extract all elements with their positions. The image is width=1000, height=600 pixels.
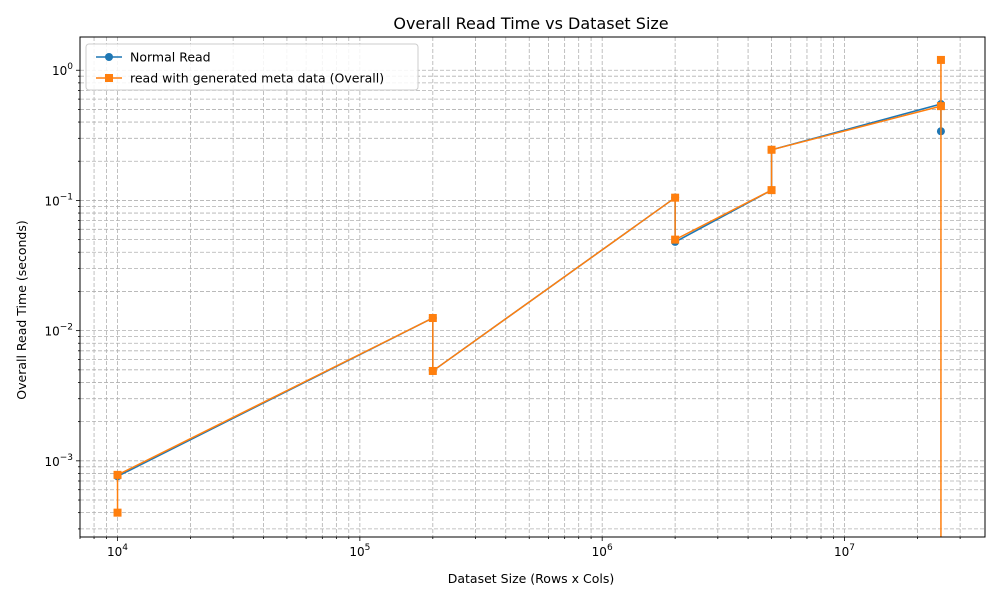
data-point (671, 193, 680, 202)
data-point (936, 55, 945, 64)
data-point (113, 508, 122, 517)
x-tick-label: 105 (349, 543, 370, 559)
data-point (936, 102, 945, 111)
plot-frame (79, 36, 986, 538)
data-point (428, 314, 437, 323)
ticks: 104 105 106 107 10−3 10−2 10−1 100 (44, 62, 961, 559)
x-axis-label: Dataset Size (Rows x Cols) (448, 571, 615, 586)
x-tick-label: 104 (107, 543, 128, 559)
x-tick-label: 106 (592, 543, 613, 559)
grid (79, 37, 985, 537)
legend: Normal Read read with generated meta data… (85, 43, 419, 91)
y-tick-label: 10−1 (44, 192, 73, 208)
legend-label: Normal Read (130, 50, 211, 65)
data-point (113, 470, 122, 479)
data-point (767, 186, 776, 195)
legend-label: read with generated meta data (Overall) (130, 71, 384, 86)
y-tick-label: 10−2 (44, 323, 73, 339)
y-tick-label: 10−3 (44, 453, 73, 469)
series-2 (113, 55, 945, 537)
y-tick-label: 100 (52, 62, 73, 78)
series-layer (113, 55, 945, 537)
data-point (671, 235, 680, 244)
chart-title: Overall Read Time vs Dataset Size (393, 14, 668, 33)
x-tick-label: 107 (834, 543, 855, 559)
data-point (428, 366, 437, 375)
legend-marker (105, 74, 113, 82)
legend-marker (105, 53, 113, 61)
data-point (767, 145, 776, 154)
y-axis-label: Overall Read Time (seconds) (14, 220, 29, 399)
legend-box (85, 43, 419, 91)
